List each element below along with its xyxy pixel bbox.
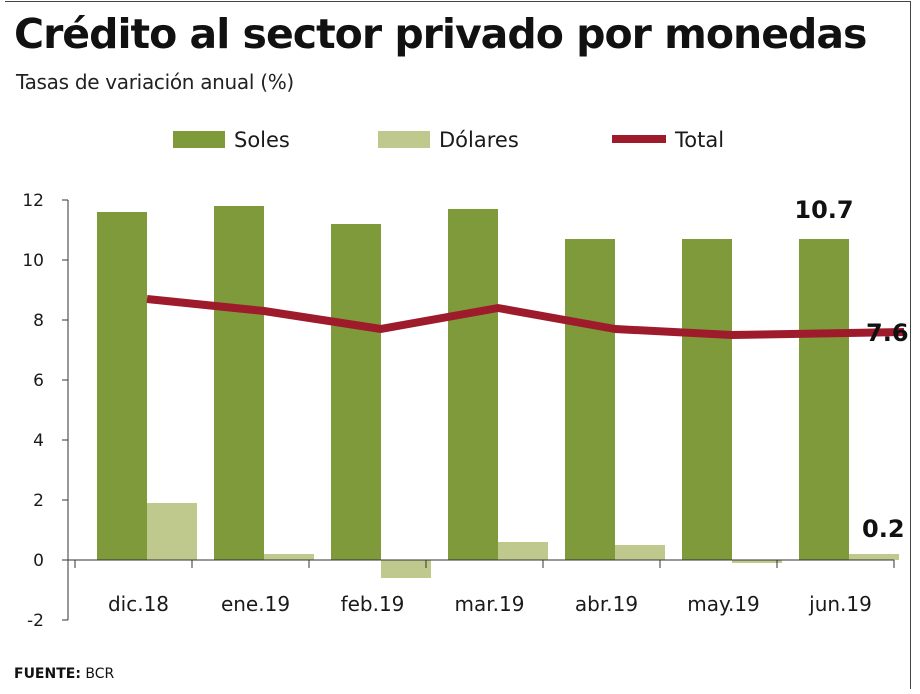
y-tick-label: 12: [22, 191, 44, 211]
y-tick-label: 0: [33, 551, 44, 571]
legend-swatch-total: [612, 135, 666, 143]
bars: [97, 206, 899, 578]
legend-swatch-soles: [173, 131, 225, 148]
legend-label-total: Total: [674, 128, 724, 152]
x-tick-label: may.19: [687, 592, 760, 616]
bar-soles-dic-18: [97, 212, 147, 560]
data-label-dolares: 0.2: [862, 515, 905, 543]
bar-soles-abr-19: [565, 239, 615, 560]
y-tick-label: 8: [33, 311, 44, 331]
bar-dolares-jun-19: [849, 554, 899, 560]
bar-soles-ene-19: [214, 206, 264, 560]
legend-label-dolares: Dólares: [439, 128, 519, 152]
y-tick-label: -2: [27, 611, 44, 631]
y-tick-label: 6: [33, 371, 44, 391]
x-tick-label: dic.18: [108, 592, 169, 616]
source-label: FUENTE:: [14, 666, 81, 682]
bar-soles-feb-19: [331, 224, 381, 560]
bar-dolares-mar-19: [498, 542, 548, 560]
y-tick-label: 10: [22, 251, 44, 271]
data-label-soles: 10.7: [794, 196, 853, 224]
y-axis: -2 0 2 4 6 8 10 12: [22, 191, 69, 631]
bar-soles-may-19: [682, 239, 732, 560]
bar-dolares-feb-19: [381, 560, 431, 578]
bar-dolares-may-19: [732, 560, 782, 563]
x-tick-label: abr.19: [575, 592, 638, 616]
bar-dolares-abr-19: [615, 545, 665, 560]
x-axis: dic.18 ene.19 feb.19 mar.19 abr.19 may.19 jun.…: [68, 559, 895, 616]
bar-dolares-dic-18: [147, 503, 197, 560]
x-tick-label: mar.19: [455, 592, 525, 616]
data-labels: 10.7 7.6 0.2: [794, 196, 908, 543]
legend: Soles Dólares Total: [173, 128, 724, 152]
bar-soles-jun-19: [799, 239, 849, 560]
chart-subtitle: Tasas de variación anual (%): [16, 70, 294, 94]
legend-label-soles: Soles: [234, 128, 290, 152]
y-tick-label: 4: [33, 431, 44, 451]
bar-soles-mar-19: [448, 209, 498, 560]
x-tick-label: ene.19: [221, 592, 290, 616]
bar-dolares-ene-19: [264, 554, 314, 560]
source-value: BCR: [85, 666, 115, 682]
x-tick-label: feb.19: [341, 592, 405, 616]
source-note: FUENTE: BCR: [14, 666, 114, 682]
total-line: [146, 295, 905, 339]
x-tick-label: jun.19: [808, 592, 872, 616]
y-tick-label: 2: [33, 491, 44, 511]
data-label-total: 7.6: [866, 319, 909, 347]
total-line-path: [146, 295, 905, 339]
chart-frame: [5, 1, 911, 689]
legend-swatch-dolares: [378, 131, 430, 148]
chart-title: Crédito al sector privado por monedas: [14, 10, 867, 58]
